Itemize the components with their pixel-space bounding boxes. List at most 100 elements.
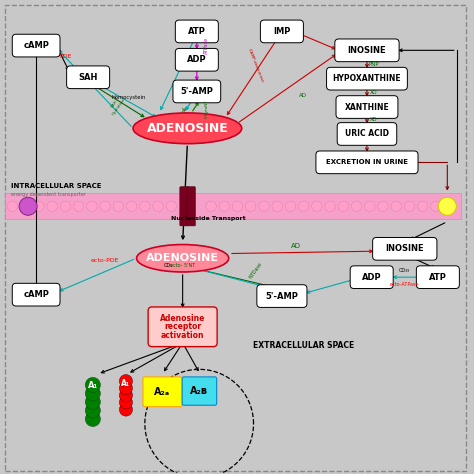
Text: ATP: ATP — [188, 27, 206, 36]
Circle shape — [85, 403, 100, 418]
FancyBboxPatch shape — [260, 20, 303, 43]
Text: PNP: PNP — [369, 62, 379, 67]
Circle shape — [127, 201, 137, 211]
Text: 5'CytoNT: 5'CytoNT — [204, 99, 208, 118]
Text: SAH: SAH — [78, 73, 98, 82]
Circle shape — [365, 201, 375, 211]
Text: HYPOXANTHINE: HYPOXANTHINE — [333, 74, 401, 83]
Text: Adenosine: Adenosine — [160, 314, 205, 323]
Text: XO: XO — [370, 117, 378, 122]
Text: AK: AK — [182, 105, 188, 112]
Circle shape — [119, 382, 133, 395]
Text: AD: AD — [291, 243, 301, 248]
Text: ADENOSINE: ADENOSINE — [146, 122, 228, 135]
Text: INTRACELLULAR SPACE: INTRACELLULAR SPACE — [11, 183, 101, 189]
Text: IMP: IMP — [273, 27, 291, 36]
FancyBboxPatch shape — [12, 34, 60, 57]
Text: A₁: A₁ — [121, 379, 130, 388]
Circle shape — [153, 201, 163, 211]
Text: PDE: PDE — [59, 54, 72, 59]
Circle shape — [259, 201, 269, 211]
Text: XO: XO — [370, 91, 378, 95]
Text: INOSINE: INOSINE — [347, 46, 386, 55]
Text: ecto-ATPase: ecto-ATPase — [390, 282, 419, 287]
Circle shape — [246, 201, 256, 211]
Text: CD₃₉: CD₃₉ — [399, 268, 410, 273]
Circle shape — [119, 389, 133, 402]
Circle shape — [113, 201, 124, 211]
Text: EXTRACELLULAR SPACE: EXTRACELLULAR SPACE — [253, 341, 354, 350]
Text: cAMP: cAMP — [23, 290, 49, 299]
Ellipse shape — [137, 245, 229, 272]
Circle shape — [119, 403, 133, 416]
Circle shape — [85, 386, 100, 401]
Circle shape — [312, 201, 322, 211]
Circle shape — [60, 201, 71, 211]
Ellipse shape — [133, 113, 242, 144]
Text: ecto- 5'NT: ecto- 5'NT — [170, 264, 195, 268]
FancyBboxPatch shape — [337, 123, 397, 146]
Circle shape — [325, 201, 335, 211]
FancyBboxPatch shape — [180, 187, 188, 226]
Circle shape — [100, 201, 110, 211]
Circle shape — [7, 201, 18, 211]
Text: EXCRETION IN URINE: EXCRETION IN URINE — [326, 159, 408, 165]
Text: ecto-PDE: ecto-PDE — [91, 258, 119, 263]
Circle shape — [351, 201, 362, 211]
FancyBboxPatch shape — [148, 307, 217, 346]
FancyBboxPatch shape — [67, 66, 109, 89]
Circle shape — [338, 201, 348, 211]
Text: A₁: A₁ — [88, 382, 98, 391]
FancyBboxPatch shape — [143, 377, 182, 407]
Text: A₂ₐ: A₂ₐ — [154, 387, 170, 397]
FancyBboxPatch shape — [173, 80, 221, 103]
Text: CD₁: CD₁ — [164, 263, 173, 268]
Circle shape — [140, 201, 150, 211]
Circle shape — [47, 201, 57, 211]
Circle shape — [391, 201, 401, 211]
Circle shape — [85, 377, 100, 392]
Text: INOSINE: INOSINE — [385, 244, 424, 253]
FancyBboxPatch shape — [327, 67, 407, 90]
Circle shape — [418, 201, 428, 211]
Text: cAMP: cAMP — [23, 41, 49, 50]
Text: ADENOSINE: ADENOSINE — [146, 253, 219, 263]
Circle shape — [166, 201, 176, 211]
Circle shape — [119, 374, 133, 388]
Circle shape — [73, 201, 84, 211]
FancyBboxPatch shape — [5, 193, 462, 219]
Text: A₂ʙ: A₂ʙ — [190, 386, 208, 396]
FancyBboxPatch shape — [335, 39, 399, 62]
Text: XANTHINE: XANTHINE — [345, 102, 389, 111]
Circle shape — [219, 201, 229, 211]
FancyBboxPatch shape — [316, 151, 418, 173]
Text: NTDase: NTDase — [248, 261, 264, 279]
Circle shape — [87, 201, 97, 211]
Text: ADP: ADP — [362, 273, 382, 282]
FancyBboxPatch shape — [12, 283, 60, 306]
Circle shape — [444, 201, 455, 211]
Text: ATPase: ATPase — [204, 36, 209, 54]
Circle shape — [206, 201, 216, 211]
Circle shape — [119, 396, 133, 409]
Circle shape — [85, 411, 100, 427]
FancyBboxPatch shape — [187, 187, 195, 226]
FancyBboxPatch shape — [257, 285, 307, 308]
FancyBboxPatch shape — [373, 237, 437, 260]
Ellipse shape — [19, 197, 37, 215]
Circle shape — [404, 201, 415, 211]
Text: SAH
Hydrolase: SAH Hydrolase — [107, 95, 126, 117]
Text: 5'-AMP: 5'-AMP — [265, 292, 298, 301]
FancyBboxPatch shape — [182, 377, 217, 405]
Text: activation: activation — [161, 331, 204, 340]
Circle shape — [85, 394, 100, 410]
FancyBboxPatch shape — [336, 96, 398, 118]
Text: URIC ACID: URIC ACID — [345, 129, 389, 138]
Circle shape — [34, 201, 44, 211]
Circle shape — [232, 201, 243, 211]
Text: Nucleoside Transport: Nucleoside Transport — [171, 216, 246, 220]
Text: Homocystein: Homocystein — [111, 95, 146, 100]
Circle shape — [20, 201, 31, 211]
Circle shape — [272, 201, 283, 211]
Text: ADP: ADP — [187, 55, 207, 64]
